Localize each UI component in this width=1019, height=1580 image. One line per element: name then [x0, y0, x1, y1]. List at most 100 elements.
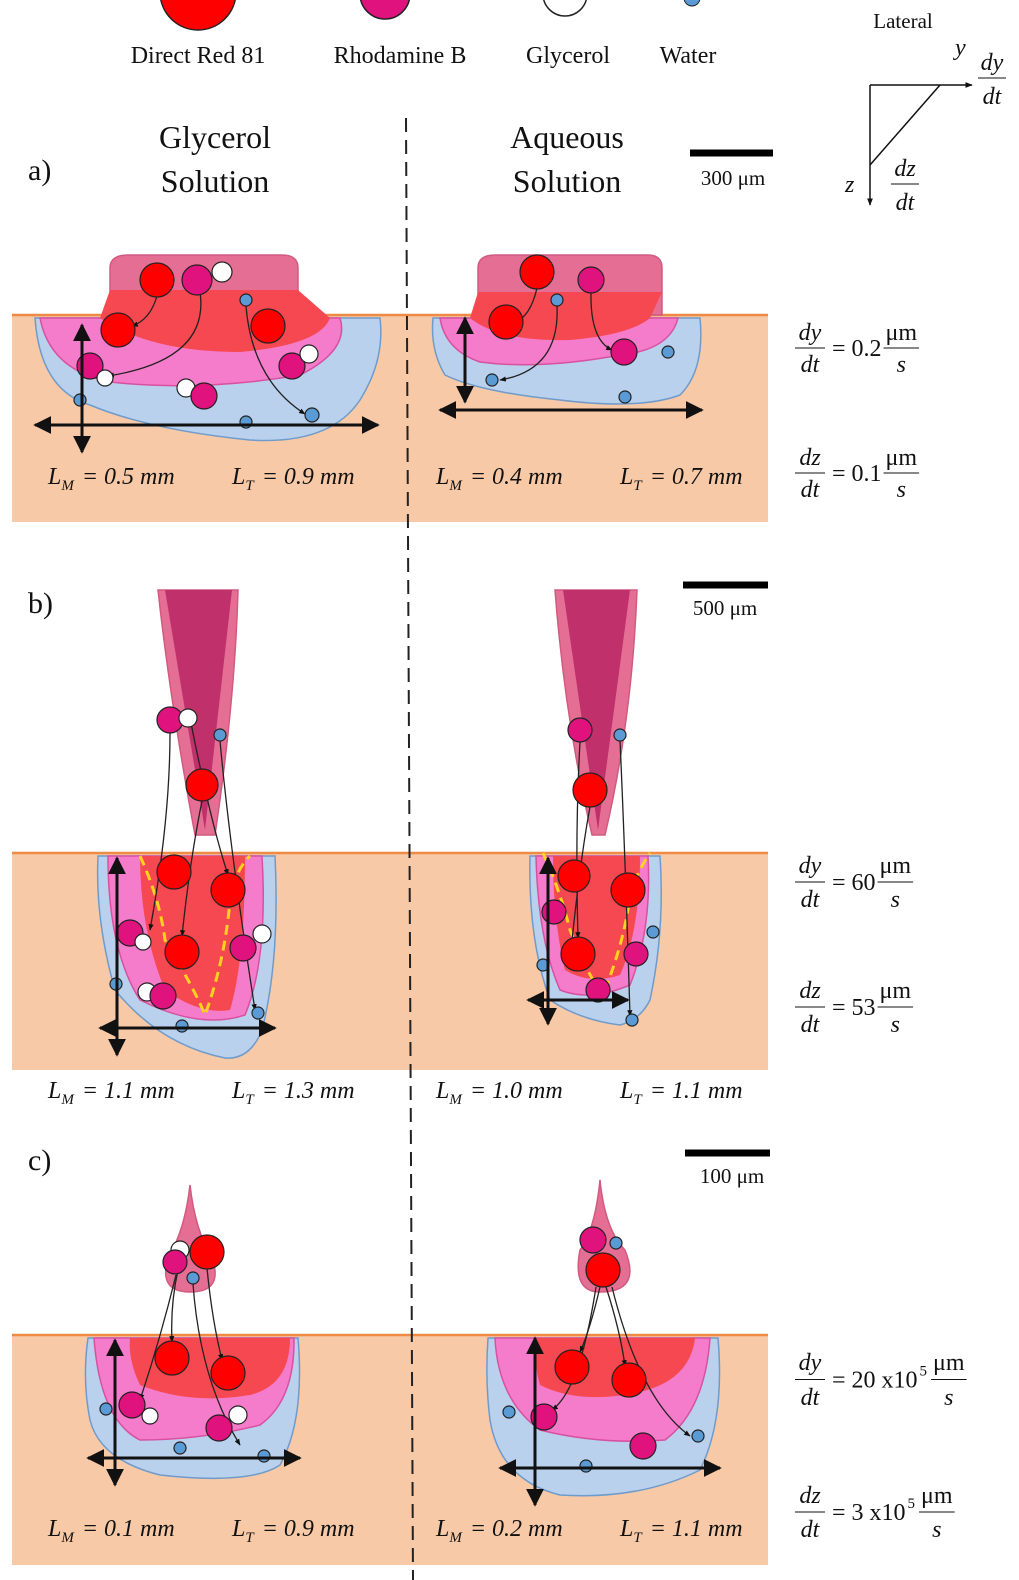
measure-symbol: L: [231, 1516, 245, 1542]
rate-den: dt: [801, 1517, 821, 1543]
rate-value: = 0.1: [832, 461, 882, 487]
legend-label: Water: [660, 43, 717, 69]
measure-symbol: L: [47, 1516, 61, 1542]
rate-exponent: 5: [908, 1496, 916, 1512]
unit-den: s: [891, 1012, 900, 1038]
measure-subscript: M: [448, 478, 463, 494]
particle: [253, 925, 271, 943]
particle: [150, 983, 176, 1009]
particle: [191, 383, 217, 409]
unit-den: s: [897, 477, 906, 503]
rate-num: dy: [799, 1350, 822, 1376]
measure-text: = 0.1 mm: [82, 1516, 175, 1542]
rate-value: = 0.2: [832, 336, 882, 362]
particle: [610, 1237, 622, 1249]
particle: [647, 926, 659, 938]
measure-subscript: M: [60, 1530, 75, 1546]
measure-text: = 0.9 mm: [262, 464, 355, 490]
scale-label: 500 μm: [693, 596, 757, 620]
particle: [101, 313, 135, 347]
measure-text: = 0.9 mm: [262, 1516, 355, 1542]
particle: [211, 1356, 245, 1390]
particle: [187, 1272, 199, 1284]
panel-label: a): [28, 154, 51, 187]
unit-den: s: [891, 887, 900, 913]
legend-label: Direct Red 81: [131, 43, 266, 69]
measure-symbol: L: [435, 1516, 449, 1542]
rate-num: dy: [981, 50, 1004, 76]
measure-symbol: L: [619, 1516, 633, 1542]
measurement: LT= 1.1 mm: [619, 1078, 743, 1108]
rate-value: = 3 x10: [832, 1500, 906, 1526]
measure-symbol: L: [619, 464, 633, 490]
axis-label: z: [844, 172, 855, 198]
rate-den: dt: [801, 352, 821, 378]
particle: [626, 1014, 638, 1026]
rate-value: = 20 x10: [832, 1368, 918, 1394]
particle: [186, 769, 218, 801]
particle: [580, 1227, 606, 1253]
particle: [573, 773, 607, 807]
legend-swatch: [160, 0, 236, 30]
particle: [611, 873, 645, 907]
particle: [614, 729, 626, 741]
axis-line: [870, 85, 940, 165]
unit-num: μm: [921, 1483, 953, 1509]
particle: [561, 937, 595, 971]
measure-symbol: L: [435, 464, 449, 490]
unit-den: s: [932, 1517, 941, 1543]
rate-den: dt: [801, 477, 821, 503]
unit-num: μm: [880, 853, 912, 879]
artwork: [12, 255, 768, 1565]
particle: [165, 935, 199, 969]
rate-den: dt: [896, 190, 916, 216]
measure-symbol: L: [47, 464, 61, 490]
particle: [229, 1406, 247, 1424]
particle: [206, 1415, 232, 1441]
measure-text: = 0.7 mm: [650, 464, 743, 490]
legend-label: Glycerol: [526, 43, 610, 69]
particle: [486, 374, 498, 386]
particle: [190, 1235, 224, 1269]
particle: [140, 263, 174, 297]
particle: [100, 1403, 112, 1415]
unit-num: μm: [886, 445, 918, 471]
column-header: Solution: [513, 163, 621, 199]
measurement: LT= 1.3 mm: [231, 1078, 355, 1108]
particle: [119, 1392, 145, 1418]
rate-den: dt: [983, 84, 1003, 110]
particle: [179, 709, 197, 727]
column-header: Aqueous: [510, 119, 624, 155]
legend-swatch: [543, 0, 587, 16]
measure-text: = 0.4 mm: [470, 464, 563, 490]
rate-num: dz: [799, 445, 821, 471]
particle: [157, 855, 191, 889]
unit-den: s: [897, 352, 906, 378]
particle: [97, 370, 113, 386]
panel-label: c): [28, 1144, 51, 1177]
measure-subscript: M: [60, 478, 75, 494]
particle: [305, 408, 319, 422]
measure-subscript: M: [448, 1530, 463, 1546]
scale-label: 300 μm: [701, 166, 765, 190]
measurement: LM= 1.0 mm: [435, 1078, 563, 1108]
particle: [692, 1430, 704, 1442]
column-header: Glycerol: [159, 119, 271, 155]
particle: [568, 718, 592, 742]
column-header: Solution: [161, 163, 269, 199]
measure-subscript: M: [448, 1092, 463, 1108]
rate-exponent: 5: [920, 1364, 928, 1380]
particle: [300, 345, 318, 363]
measure-symbol: L: [231, 1078, 245, 1104]
legend-swatch: [360, 0, 410, 19]
particle: [252, 1007, 264, 1019]
particle: [230, 935, 256, 961]
particle: [163, 1250, 187, 1274]
particle: [558, 860, 590, 892]
particle: [586, 978, 610, 1002]
measure-text: = 1.1 mm: [650, 1078, 743, 1104]
particle: [214, 729, 226, 741]
particle: [612, 1363, 646, 1397]
unit-num: μm: [880, 978, 912, 1004]
particle: [240, 294, 252, 306]
